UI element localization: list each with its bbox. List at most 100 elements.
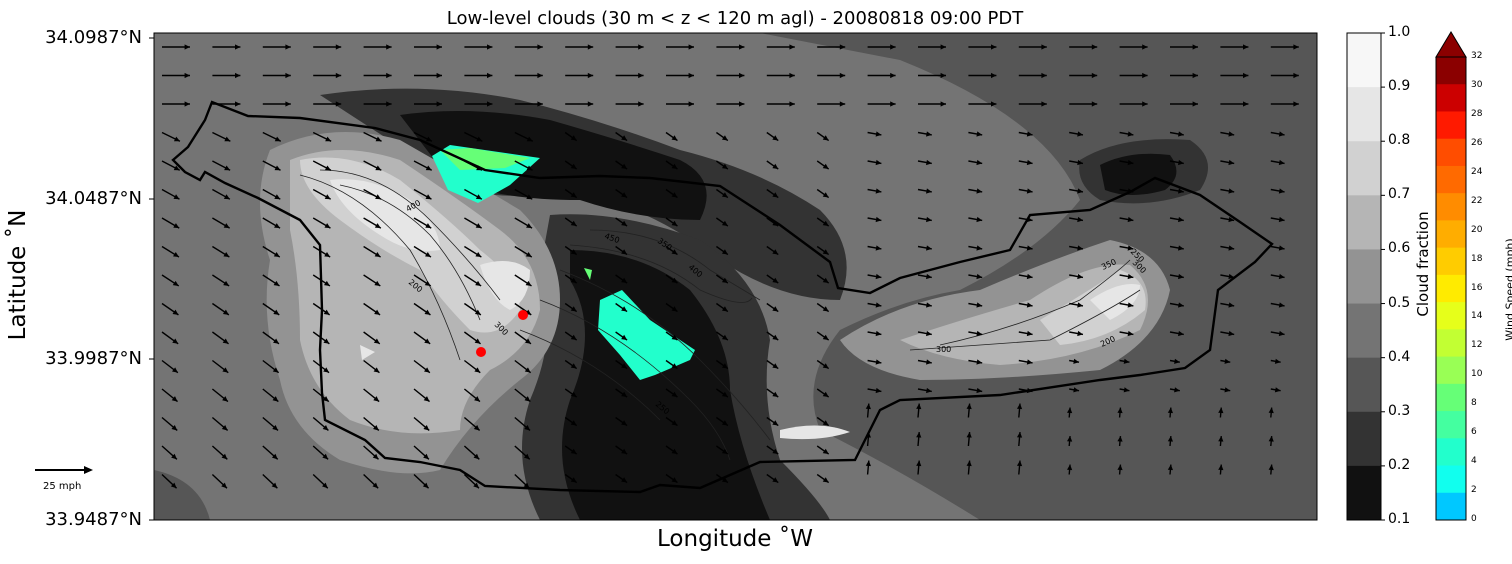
wind-arrow-head xyxy=(1218,407,1224,414)
wind-arrow-head xyxy=(926,273,932,280)
wind-arrow-head xyxy=(1242,44,1249,50)
wind-arrow-head xyxy=(839,72,846,79)
wind-arrow-head xyxy=(285,101,291,107)
wind-colorbar-segment xyxy=(1436,438,1466,467)
wind-arrow-head xyxy=(875,188,882,194)
reference-vector xyxy=(35,466,93,474)
wind-arrow-head xyxy=(966,432,972,438)
wind-colorbar-tick: 20 xyxy=(1471,224,1483,235)
wind-arrow-head xyxy=(425,251,431,258)
wind-arrow-head xyxy=(537,72,543,79)
wind-arrow-head xyxy=(671,334,678,341)
coastline xyxy=(171,100,1274,494)
contour-label: 300 xyxy=(936,345,951,354)
wind-arrow-head xyxy=(772,391,779,398)
wind-arrow-head xyxy=(222,367,229,373)
wind-arrow-head xyxy=(323,338,330,344)
wind-arrow-head xyxy=(1278,216,1285,223)
wind-arrow-head xyxy=(423,396,430,402)
wind-arrow-head xyxy=(1077,159,1083,166)
wind-arrow-head xyxy=(721,249,728,255)
wind-arrow-head xyxy=(223,280,230,286)
wind-colorbar-segment xyxy=(1436,57,1466,85)
wind-arrow-head xyxy=(990,72,997,79)
wind-colorbar-segment xyxy=(1436,193,1466,221)
wind-arrow-head xyxy=(1026,131,1033,137)
wind-arrow-head xyxy=(976,330,983,337)
wind-arrow-head xyxy=(721,277,728,284)
wind-arrow-head xyxy=(537,44,543,50)
wind-arrow-head xyxy=(1242,101,1249,107)
wind-arrow-head xyxy=(671,135,678,141)
wind-arrow-head xyxy=(1178,245,1184,251)
wind-colorbar-segment xyxy=(1436,138,1466,167)
wind-arrow-head xyxy=(822,334,829,341)
wind-speed-fill xyxy=(584,268,592,280)
wind-arrow-head xyxy=(436,101,442,107)
wind-arrow-head xyxy=(1127,273,1134,280)
wind-arrow-head xyxy=(772,249,779,255)
wind-arrow-head xyxy=(1127,159,1134,166)
cloud-colorbar-tick: 0.7 xyxy=(1388,186,1411,203)
wind-arrow-head xyxy=(822,135,829,141)
wind-arrow-head xyxy=(621,220,628,227)
wind-arrow-head xyxy=(789,72,795,79)
wind-arrow-head xyxy=(865,460,871,467)
wind-arrow-head xyxy=(688,72,694,79)
wind-arrow-head xyxy=(425,223,432,229)
wind-arrow-head xyxy=(772,135,779,141)
wind-arrow-head xyxy=(822,277,829,284)
wind-colorbar-tick: 6 xyxy=(1471,427,1477,438)
wind-arrow-head xyxy=(1274,358,1281,364)
wind-arrow-head xyxy=(223,223,230,229)
plot-frame xyxy=(153,32,1318,521)
wind-colorbar-segment xyxy=(1436,329,1466,358)
wind-arrow-head xyxy=(324,223,331,229)
wind-colorbar-extend xyxy=(1435,31,1467,58)
wind-arrow-head xyxy=(1278,273,1285,280)
wind-arrow-head xyxy=(875,216,882,223)
wind-arrow-head xyxy=(475,223,482,229)
x-axis-label: Longitude ˚W xyxy=(657,526,813,552)
wind-arrow-head xyxy=(322,396,329,402)
lat-tick-label: 33.9987°N xyxy=(45,348,142,369)
wind-arrow-head xyxy=(184,101,190,107)
wind-arrow-head xyxy=(285,72,291,79)
wind-colorbar-tick: 28 xyxy=(1471,108,1483,119)
wind-arrow-head xyxy=(570,391,577,398)
wind-colorbar-tick: 14 xyxy=(1471,311,1483,322)
wind-arrow-head xyxy=(1192,72,1198,79)
chart-title: Low-level clouds (30 m < z < 120 m agl) … xyxy=(446,8,1024,29)
wind-arrow-head xyxy=(224,165,231,171)
wind-arrow-head xyxy=(875,159,882,166)
wind-arrow-head xyxy=(375,165,382,171)
cloud-colorbar-segment xyxy=(1347,411,1381,467)
wind-arrow-head xyxy=(976,131,983,137)
cloud-colorbar-segment xyxy=(1347,87,1381,142)
wind-arrow-head xyxy=(323,309,330,315)
wind-arrow-head xyxy=(570,334,577,341)
wind-arrow-head xyxy=(875,131,882,137)
wind-vectors xyxy=(161,44,1299,489)
wind-arrow-head xyxy=(570,163,577,170)
wind-arrow-head xyxy=(1077,245,1083,251)
wind-arrow-head xyxy=(373,338,380,344)
wind-colorbar-segment xyxy=(1436,302,1466,330)
wind-arrow-head xyxy=(621,277,628,284)
wind-arrow-head xyxy=(789,101,795,107)
wind-arrow-head xyxy=(772,277,779,284)
wind-arrow-head xyxy=(525,251,532,258)
wind-arrow-head xyxy=(688,101,694,107)
wind-arrow-head xyxy=(375,194,382,200)
wind-arrow-head xyxy=(671,420,678,426)
wind-colorbar-segment xyxy=(1436,274,1466,303)
wind-arrow-head xyxy=(621,391,628,398)
wind-arrow-head xyxy=(772,163,779,170)
wind-arrow-head xyxy=(424,338,431,344)
wind-arrow-head xyxy=(171,396,178,402)
wind-arrow-head xyxy=(822,448,829,455)
wind-arrow-head xyxy=(423,453,429,460)
wind-arrow-head xyxy=(570,277,577,284)
wind-arrow-head xyxy=(1142,72,1148,79)
cloud-level-0.1 xyxy=(1100,153,1177,195)
